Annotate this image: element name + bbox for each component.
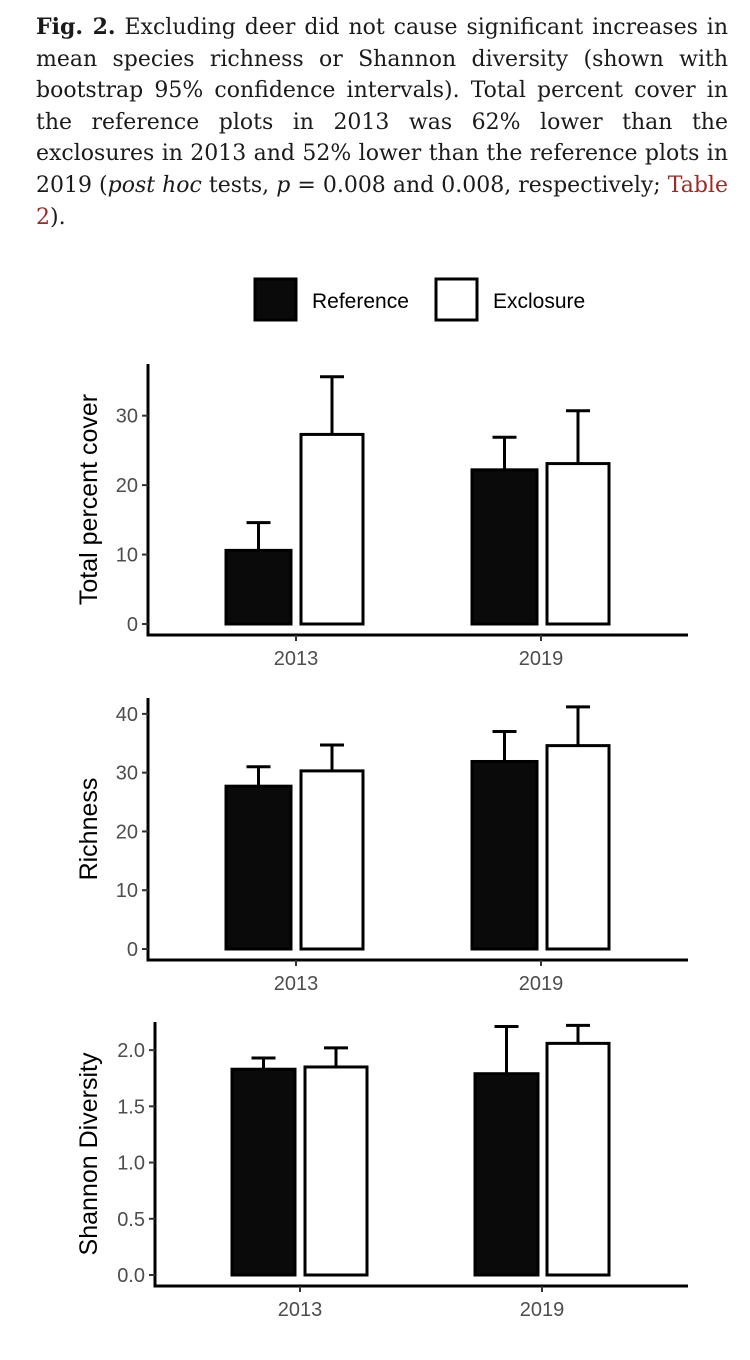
legend-label: Reference <box>312 290 409 313</box>
bar-exclosure-2019 <box>545 744 611 951</box>
bar-exclosure-2013 <box>299 432 365 626</box>
bar-exclosure-2013 <box>303 1065 369 1277</box>
legend-label: Exclosure <box>493 290 585 313</box>
y-tick-label: 0.5 <box>117 1209 145 1231</box>
legend-swatch <box>253 277 298 322</box>
y-tick-label: 2.0 <box>117 1040 145 1062</box>
figure-label: Fig. 2. <box>36 14 116 40</box>
caption-text: tests, <box>201 172 277 198</box>
figure-caption: Fig. 2. Excluding deer did not cause sig… <box>36 12 728 233</box>
caption-text: Excluding deer did not cause significant… <box>36 15 728 198</box>
y-tick-label: 10 <box>116 880 138 902</box>
bar-exclosure-2019 <box>545 1041 611 1277</box>
caption-italic-p: p <box>276 172 291 198</box>
chart-panel-3: 0.0 0.5 1.0 1.5 2.0 2013 2019 Shannon Diversity <box>75 1022 688 1321</box>
caption-text: ). <box>50 204 66 230</box>
bar-exclosure-2013 <box>299 769 365 951</box>
x-tick-label: 2019 <box>519 973 564 995</box>
bar-reference-2013 <box>230 1067 297 1277</box>
x-tick-label: 2013 <box>274 973 319 995</box>
y-axis-title: Richness <box>75 778 103 881</box>
legend-item-exclosure: Exclosure <box>434 277 585 322</box>
legend-swatch <box>434 277 479 322</box>
y-tick-label: 0.0 <box>117 1265 145 1287</box>
y-tick-label: 0 <box>127 614 138 636</box>
x-tick-label: 2019 <box>520 1299 565 1321</box>
bar-reference-2013 <box>224 548 293 626</box>
y-tick-label: 30 <box>116 763 138 785</box>
bar-reference-2019 <box>473 1072 540 1277</box>
caption-italic-posthoc: post hoc <box>107 172 202 198</box>
y-tick-label: 0 <box>127 939 138 961</box>
y-tick-label: 20 <box>116 821 138 843</box>
bar-reference-2019 <box>470 468 539 626</box>
bar-reference-2013 <box>224 784 293 951</box>
y-axis-title: Shannon Diversity <box>75 1052 103 1255</box>
x-tick-label: 2019 <box>519 648 564 670</box>
y-tick-label: 30 <box>116 406 138 428</box>
bar-exclosure-2019 <box>545 462 611 626</box>
table-2-link[interactable]: Table 2 <box>36 172 728 230</box>
legend-item-reference: Reference <box>253 277 409 322</box>
bar-reference-2019 <box>470 759 539 951</box>
y-tick-label: 10 <box>116 545 138 567</box>
y-axis-title: Total percent cover <box>75 394 103 605</box>
caption-text: = 0.008 and 0.008, respectively; <box>290 172 668 198</box>
y-tick-label: 40 <box>116 704 138 726</box>
chart-panel-2: 0 10 20 30 40 2013 2019 Richness <box>75 698 688 995</box>
y-tick-label: 1.5 <box>117 1096 145 1118</box>
x-tick-label: 2013 <box>278 1299 323 1321</box>
y-tick-label: 20 <box>116 475 138 497</box>
x-tick-label: 2013 <box>274 648 319 670</box>
chart-panel-1: 0 10 20 30 2013 2019 Total percent cover <box>75 364 688 670</box>
y-tick-label: 1.0 <box>117 1153 145 1175</box>
